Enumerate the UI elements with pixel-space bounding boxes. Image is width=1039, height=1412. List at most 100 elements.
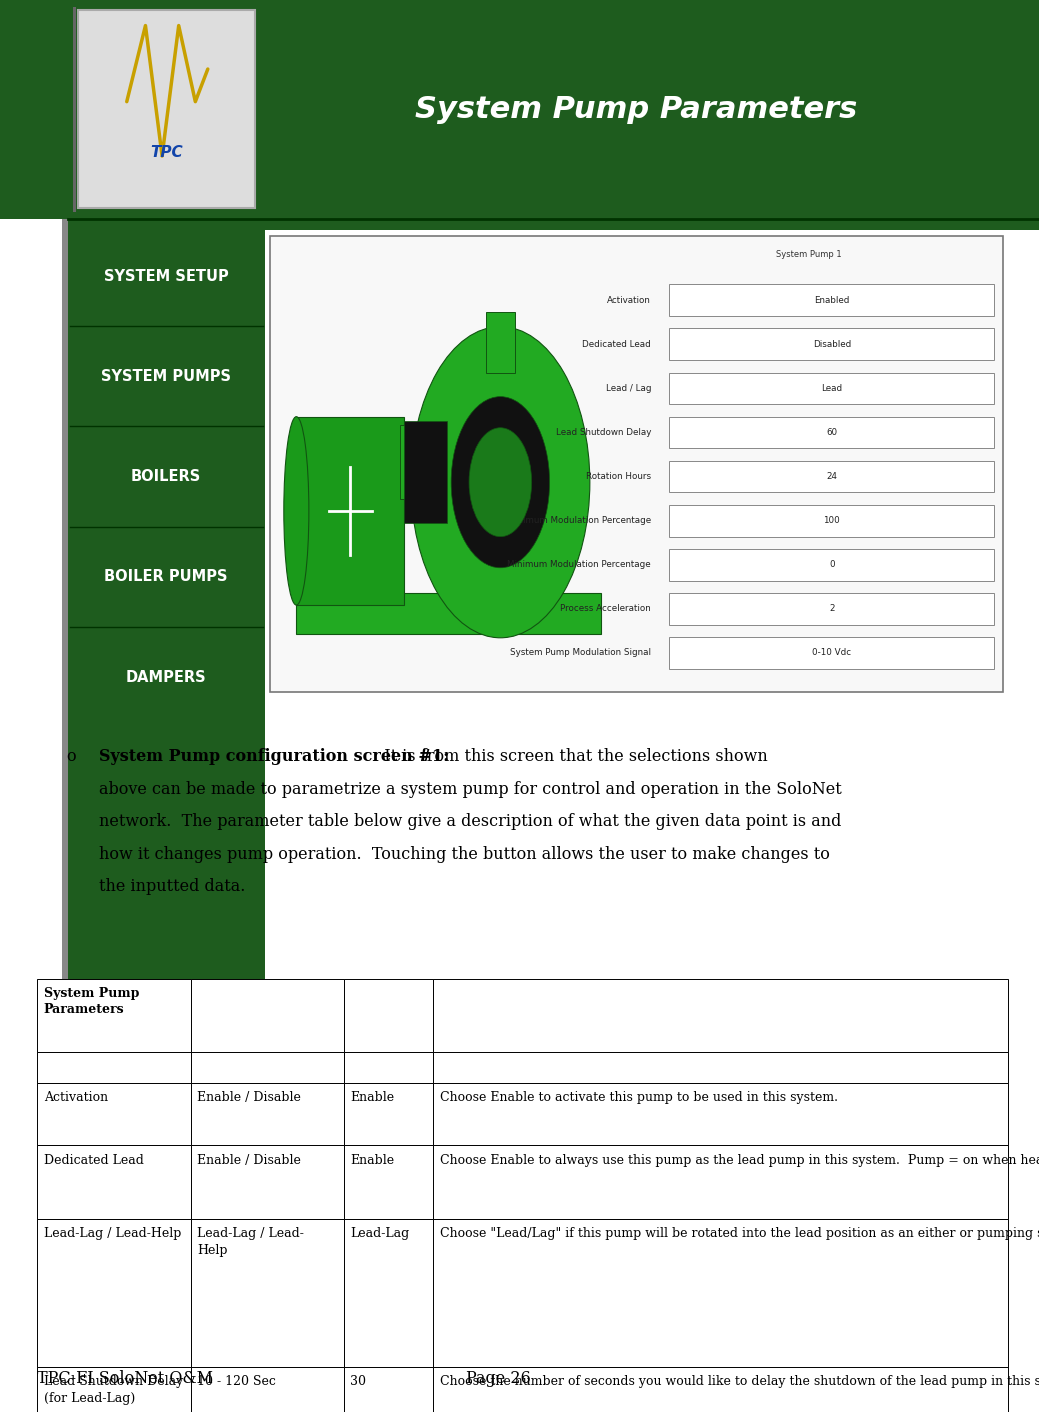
- Bar: [191, 1052, 344, 1083]
- Bar: [73, 7, 76, 212]
- Bar: [296, 593, 601, 634]
- Bar: [344, 1219, 433, 1367]
- Bar: [68, 219, 1039, 230]
- Bar: [0, 219, 62, 1412]
- Bar: [37, 1145, 191, 1219]
- Text: Lead Shutdown Delay
(for Lead-Lag): Lead Shutdown Delay (for Lead-Lag): [44, 1375, 183, 1405]
- Text: Page 26: Page 26: [467, 1370, 531, 1387]
- Text: SYSTEM SETUP: SYSTEM SETUP: [104, 268, 229, 284]
- Bar: [37, 1052, 191, 1083]
- Text: Process Acceleration: Process Acceleration: [560, 604, 651, 613]
- Bar: [669, 373, 994, 404]
- Text: It is from this screen that the selections shown: It is from this screen that the selectio…: [374, 748, 768, 765]
- Text: 0-10 Vdc: 0-10 Vdc: [812, 648, 851, 658]
- Text: BOILER PUMPS: BOILER PUMPS: [105, 569, 228, 585]
- Bar: [296, 417, 404, 604]
- Text: Choose the number of seconds you would like to delay the shutdown of the lead pu: Choose the number of seconds you would l…: [439, 1375, 1039, 1388]
- Ellipse shape: [284, 417, 309, 604]
- Text: Maximum Modulation Percentage: Maximum Modulation Percentage: [505, 517, 651, 525]
- Text: BOILERS: BOILERS: [131, 469, 202, 484]
- Bar: [191, 1367, 344, 1412]
- Bar: [344, 1367, 433, 1412]
- Text: 0: 0: [829, 561, 834, 569]
- Ellipse shape: [410, 326, 590, 638]
- Text: Lead: Lead: [821, 384, 843, 393]
- Text: Lead-Lag: Lead-Lag: [350, 1227, 409, 1240]
- Bar: [669, 417, 994, 449]
- Text: SYSTEM PUMPS: SYSTEM PUMPS: [101, 369, 232, 384]
- Bar: [344, 979, 433, 1052]
- Bar: [433, 1083, 1008, 1145]
- Bar: [344, 1052, 433, 1083]
- Bar: [433, 1145, 1008, 1219]
- Ellipse shape: [469, 428, 532, 537]
- Text: 60: 60: [826, 428, 837, 436]
- Text: System Pump configuration screen #1:: System Pump configuration screen #1:: [99, 748, 449, 765]
- Bar: [669, 329, 994, 360]
- Bar: [191, 1145, 344, 1219]
- Bar: [37, 1367, 191, 1412]
- Text: Lead / Lag: Lead / Lag: [606, 384, 651, 393]
- Text: o: o: [65, 748, 76, 765]
- Bar: [486, 312, 514, 373]
- Text: 24: 24: [826, 472, 837, 481]
- Bar: [37, 1083, 191, 1145]
- Text: Lead-Lag / Lead-Help: Lead-Lag / Lead-Help: [44, 1227, 181, 1240]
- Text: above can be made to parametrize a system pump for control and operation in the : above can be made to parametrize a syste…: [99, 781, 842, 798]
- Bar: [191, 1219, 344, 1367]
- Bar: [433, 1219, 1008, 1367]
- Bar: [0, 219, 265, 1412]
- Bar: [270, 236, 1003, 692]
- Text: Choose Enable to always use this pump as the lead pump in this system.  Pump = o: Choose Enable to always use this pump as…: [439, 1154, 1039, 1166]
- Text: TPC-FI SoloNet O&M: TPC-FI SoloNet O&M: [37, 1370, 213, 1387]
- Bar: [191, 979, 344, 1052]
- Text: Rotation Hours: Rotation Hours: [586, 472, 651, 481]
- Text: the inputted data.: the inputted data.: [99, 878, 245, 895]
- Text: how it changes pump operation.  Touching the button allows the user to make chan: how it changes pump operation. Touching …: [99, 846, 829, 863]
- Bar: [433, 979, 1008, 1052]
- Text: 2: 2: [829, 604, 834, 613]
- Text: 100: 100: [824, 517, 841, 525]
- Bar: [0, 0, 1039, 219]
- Bar: [68, 730, 265, 741]
- Text: System Pump Modulation Signal: System Pump Modulation Signal: [510, 648, 651, 658]
- Text: Enable / Disable: Enable / Disable: [197, 1154, 301, 1166]
- Text: Dedicated Lead: Dedicated Lead: [44, 1154, 143, 1166]
- Bar: [669, 284, 994, 316]
- Text: 10 - 120 Sec: 10 - 120 Sec: [197, 1375, 275, 1388]
- Bar: [344, 1083, 433, 1145]
- Text: Activation: Activation: [607, 295, 651, 305]
- Bar: [669, 460, 994, 493]
- Text: Lead Shutdown Delay: Lead Shutdown Delay: [556, 428, 651, 436]
- Text: Minimum Modulation Percentage: Minimum Modulation Percentage: [507, 561, 651, 569]
- Text: Enable: Enable: [350, 1091, 395, 1104]
- Text: network.  The parameter table below give a description of what the given data po: network. The parameter table below give …: [99, 813, 842, 830]
- Text: Choose "Lead/Lag" if this pump will be rotated into the lead position as an eith: Choose "Lead/Lag" if this pump will be r…: [439, 1227, 1039, 1240]
- Bar: [433, 1367, 1008, 1412]
- Text: Choose Enable to activate this pump to be used in this system.: Choose Enable to activate this pump to b…: [439, 1091, 837, 1104]
- Bar: [78, 10, 255, 208]
- Bar: [37, 979, 191, 1052]
- Bar: [669, 504, 994, 537]
- Text: Enable / Disable: Enable / Disable: [197, 1091, 301, 1104]
- Ellipse shape: [451, 397, 550, 568]
- Text: Lead-Lag / Lead-
Help: Lead-Lag / Lead- Help: [197, 1227, 303, 1257]
- Bar: [0, 219, 68, 1412]
- Text: Dedicated Lead: Dedicated Lead: [582, 340, 651, 349]
- Bar: [433, 1052, 1008, 1083]
- Bar: [404, 421, 447, 522]
- Text: Disabled: Disabled: [812, 340, 851, 349]
- Text: DAMPERS: DAMPERS: [126, 669, 207, 685]
- Bar: [37, 1219, 191, 1367]
- Bar: [669, 593, 994, 624]
- Text: System Pump Parameters: System Pump Parameters: [416, 95, 857, 124]
- Bar: [669, 637, 994, 669]
- Bar: [191, 1083, 344, 1145]
- Text: Enabled: Enabled: [815, 295, 850, 305]
- Text: System Pump
Parameters: System Pump Parameters: [44, 987, 139, 1017]
- Text: 30: 30: [350, 1375, 367, 1388]
- Bar: [344, 1145, 433, 1219]
- Text: Enable: Enable: [350, 1154, 395, 1166]
- Text: System Pump 1: System Pump 1: [776, 250, 842, 258]
- Bar: [669, 549, 994, 580]
